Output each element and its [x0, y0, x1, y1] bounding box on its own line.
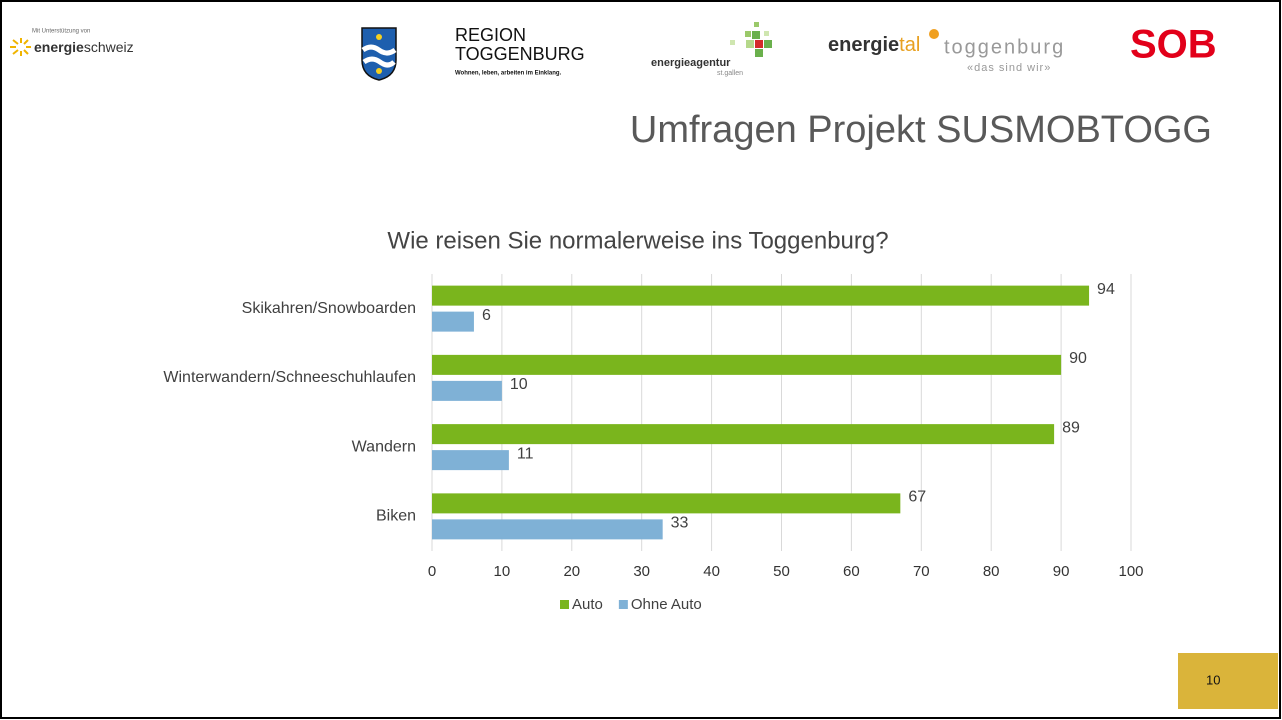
- logo-part: tal: [899, 34, 920, 56]
- energieschweiz-logo: energieschweiz: [34, 39, 134, 55]
- bar: [432, 493, 901, 514]
- sun-icon: [10, 38, 31, 56]
- x-tick-label: 0: [428, 563, 436, 580]
- bar: [432, 311, 474, 332]
- chart-title: Wie reisen Sie normalerweise ins Toggenb…: [387, 227, 888, 254]
- sob-logo: SOB: [1130, 23, 1217, 67]
- data-label: 33: [671, 515, 689, 532]
- y-tick-label: Biken: [376, 508, 416, 525]
- x-tick-label: 60: [843, 563, 860, 580]
- y-tick-label: Winterwandern/Schneeschuhlaufen: [163, 369, 416, 386]
- x-tick-label: 30: [633, 563, 650, 580]
- x-tick-label: 80: [983, 563, 1000, 580]
- x-tick-label: 40: [703, 563, 720, 580]
- legend-label: Auto: [572, 596, 603, 613]
- page-number-box: [1178, 653, 1278, 709]
- data-label: 67: [908, 489, 926, 506]
- region-tagline: Wohnen, leben, arbeiten im Einklang.: [455, 71, 562, 77]
- coat-of-arms: [361, 27, 397, 81]
- agentur-pixels: [730, 22, 772, 57]
- y-tick-label: Skikahren/Snowboarden: [242, 300, 416, 317]
- legend-label: Ohne Auto: [631, 596, 702, 613]
- x-tick-label: 90: [1053, 563, 1070, 580]
- legend-swatch: [618, 600, 628, 609]
- energietal-logo: toggenburg: [944, 36, 1065, 58]
- support-note: Mit Unterstützung von: [32, 29, 90, 35]
- data-label: 6: [482, 307, 491, 324]
- x-tick-label: 70: [913, 563, 930, 580]
- bar: [432, 424, 1055, 445]
- data-label: 90: [1069, 350, 1087, 367]
- y-tick-label: Wandern: [352, 438, 416, 455]
- x-tick-label: 10: [494, 563, 511, 580]
- data-label: 94: [1097, 281, 1115, 298]
- agentur-logo: energieagentur: [651, 57, 731, 69]
- legend-swatch: [560, 600, 569, 609]
- x-tick-label: 20: [563, 563, 580, 580]
- bar: [432, 519, 663, 540]
- bar: [432, 380, 502, 401]
- energietal-sub: «das sind wir»: [967, 62, 1051, 74]
- x-tick-label: 50: [773, 563, 790, 580]
- slide-title: Umfragen Projekt SUSMOBTOGG: [630, 109, 1212, 151]
- region-logo: TOGGENBURG: [455, 44, 585, 64]
- chart: 0 10 20 30 40 50 60 70 80 90 100 Skikahren/Snowboar…: [163, 274, 1144, 613]
- bar: [432, 354, 1062, 375]
- logo-part: schweiz: [84, 39, 134, 55]
- page-number: 10: [1206, 672, 1220, 687]
- data-label: 11: [517, 445, 534, 462]
- energietal-logo: energietal: [828, 34, 920, 56]
- energietal-dot: [929, 29, 939, 39]
- agentur-sub: st.gallen: [717, 70, 743, 77]
- logo-part: energie: [34, 39, 84, 55]
- data-label: 89: [1062, 419, 1080, 436]
- data-label: 10: [510, 376, 528, 393]
- region-logo: REGION: [455, 25, 526, 45]
- bar: [432, 450, 509, 471]
- bar: [432, 285, 1090, 306]
- logo-part: energie: [828, 34, 899, 56]
- x-tick-label: 100: [1118, 563, 1143, 580]
